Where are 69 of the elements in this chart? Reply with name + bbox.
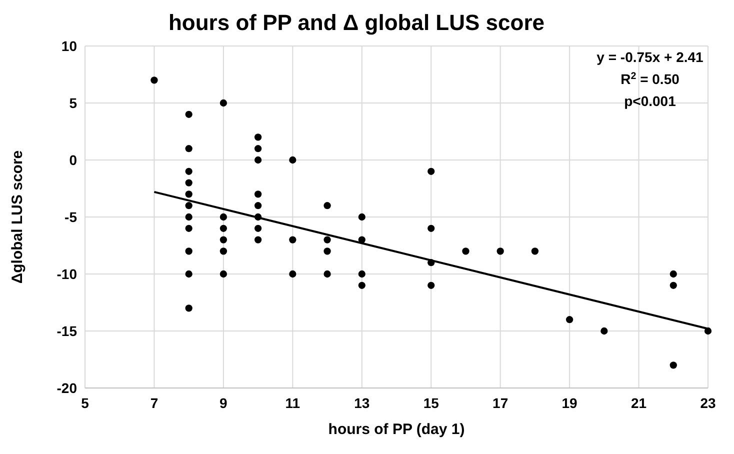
point: [185, 213, 192, 221]
point: [428, 224, 435, 232]
x-axis-title: hours of PP (day 1): [328, 421, 465, 438]
point: [358, 282, 366, 289]
annotation: p<0.001: [624, 93, 676, 109]
chart-title: hours of PP and Δ global LUS score: [168, 10, 545, 35]
point: [670, 270, 677, 278]
y-axis-title: Δglobal LUS score: [9, 150, 26, 284]
point: [220, 213, 228, 221]
point: [220, 236, 228, 244]
point: [185, 190, 192, 198]
y-tick-label: -10: [56, 266, 78, 282]
point: [220, 224, 228, 232]
x-tick-label: 17: [492, 395, 508, 411]
point: [289, 156, 296, 164]
x-tick-label: 21: [630, 395, 647, 411]
point: [566, 316, 574, 324]
y-tick-label: -5: [64, 208, 78, 225]
point: [254, 224, 262, 232]
point: [254, 156, 262, 164]
point: [220, 99, 228, 107]
point: [496, 248, 504, 255]
point: [428, 168, 435, 175]
y-tick-label: 10: [61, 38, 78, 54]
point: [670, 282, 677, 289]
x-tick-label: 13: [354, 395, 370, 411]
annotation: y = -0.75x + 2.41: [596, 49, 704, 65]
point: [670, 362, 677, 369]
point: [428, 282, 435, 289]
point: [185, 270, 192, 278]
point: [185, 145, 192, 152]
point: [185, 248, 192, 255]
point: [150, 76, 158, 84]
x-tick-label: 23: [700, 395, 716, 411]
point: [254, 236, 262, 244]
point: [220, 248, 228, 255]
point: [358, 213, 366, 221]
point: [254, 190, 262, 198]
annotation: R$^{2}$ = 0.50: [620, 70, 680, 87]
point: [531, 248, 539, 255]
point: [289, 236, 296, 244]
point: [600, 327, 608, 335]
point: [358, 270, 366, 278]
point: [289, 270, 296, 278]
point: [185, 304, 192, 312]
point: [185, 179, 192, 186]
x-tick-label: 9: [220, 395, 228, 411]
point: [324, 248, 331, 255]
y-tick-label: 5: [69, 94, 78, 111]
point: [324, 236, 331, 244]
point: [185, 110, 192, 118]
point: [220, 270, 228, 278]
point: [185, 202, 192, 210]
x-tick-label: 7: [150, 395, 158, 411]
point: [254, 202, 262, 210]
point: [324, 270, 331, 278]
x-tick-label: 5: [81, 395, 90, 411]
x-tick-label: 15: [423, 395, 440, 411]
point: [254, 145, 262, 152]
point: [254, 134, 262, 141]
y-tick-label: -20: [56, 380, 78, 396]
y-tick-label: -15: [56, 322, 78, 339]
x-tick-label: 11: [285, 395, 300, 411]
point: [185, 224, 192, 232]
point: [324, 202, 331, 210]
x-tick-label: 19: [562, 395, 578, 411]
point: [185, 168, 192, 175]
y-tick-label: 0: [69, 152, 78, 168]
point: [462, 248, 470, 255]
